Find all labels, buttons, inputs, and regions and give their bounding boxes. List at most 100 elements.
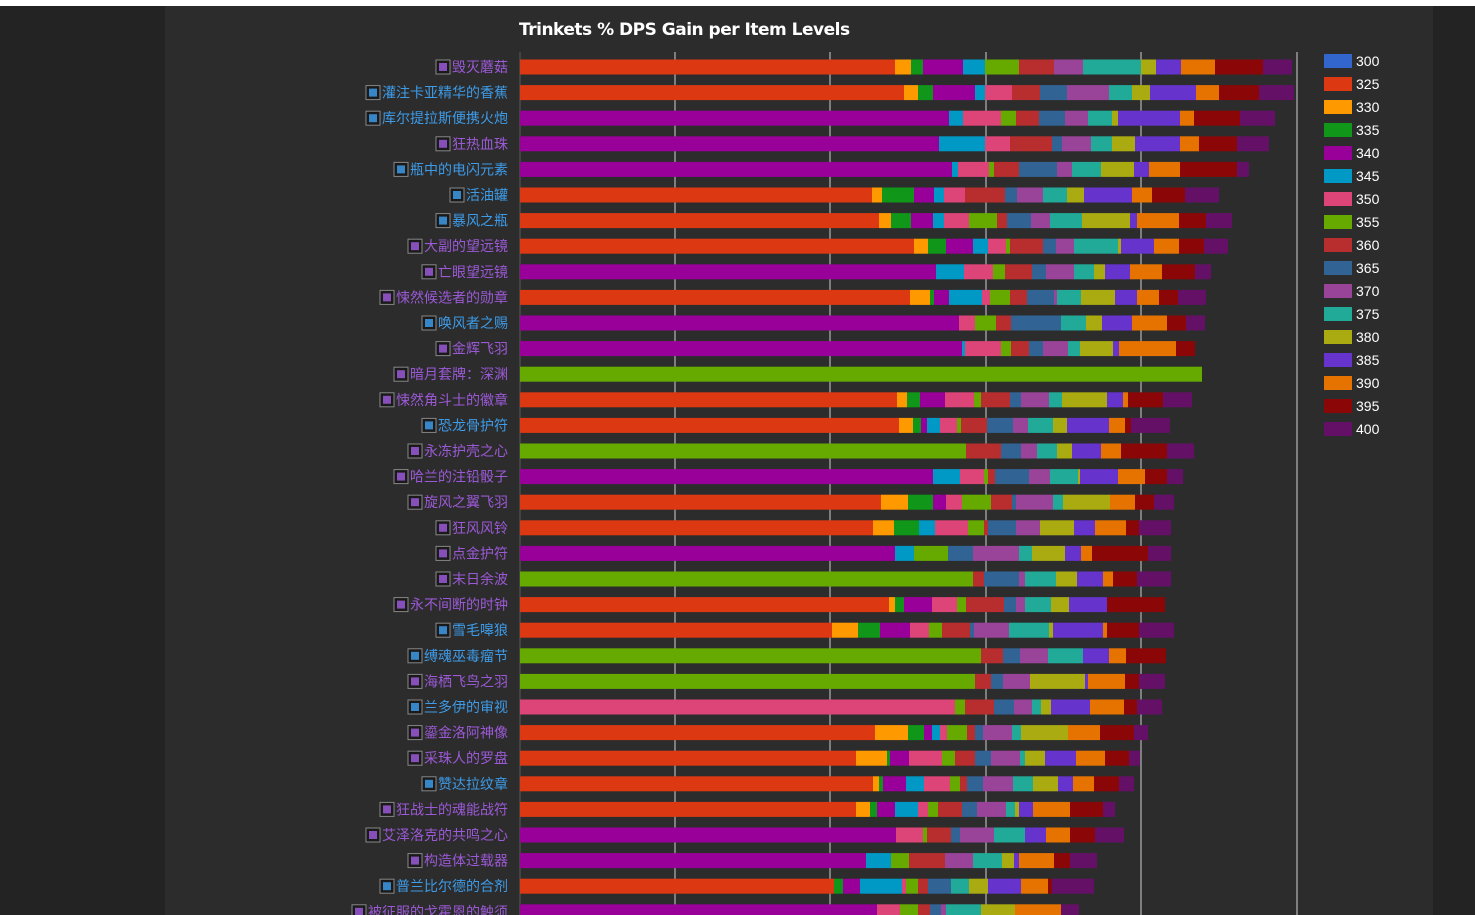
bar-segment-390 bbox=[1081, 545, 1092, 561]
bar-segment-350 bbox=[924, 776, 950, 792]
bar-segment-395 bbox=[1126, 648, 1166, 664]
category-label[interactable]: 毁灭蘑菇 bbox=[452, 60, 508, 76]
bar-segment-390 bbox=[1132, 187, 1152, 203]
bar-segment-395 bbox=[1176, 341, 1195, 357]
bar-325 bbox=[520, 750, 856, 766]
bar-segment-375 bbox=[1028, 417, 1053, 433]
category-label[interactable]: 悚然候选者的勋章 bbox=[396, 289, 508, 306]
category-label[interactable]: 永不间断的时钟 bbox=[410, 597, 508, 614]
trinket-icon bbox=[435, 622, 451, 638]
bar-segment-355 bbox=[955, 699, 965, 715]
category-label[interactable]: 缚魂巫毒瘤节 bbox=[424, 648, 508, 665]
category-label[interactable]: 瓶中的电闪元素 bbox=[410, 162, 508, 178]
bar-segment-395 bbox=[1215, 59, 1263, 75]
bar-segment-400 bbox=[1134, 725, 1148, 741]
category-label[interactable]: 艾泽洛克的共鸣之心 bbox=[382, 827, 508, 844]
bar-segment-390 bbox=[1181, 59, 1215, 75]
bar-segment-330 bbox=[856, 750, 887, 766]
bar-325 bbox=[520, 187, 872, 203]
bar-segment-365 bbox=[1019, 161, 1057, 177]
trinket-icon bbox=[393, 469, 409, 485]
bar-segment-400 bbox=[1167, 443, 1194, 459]
bar-segment-365 bbox=[1029, 341, 1043, 357]
bar-segment-370 bbox=[991, 750, 1020, 766]
legend-swatch-385 bbox=[1324, 353, 1352, 367]
category-label[interactable]: 旋风之翼飞羽 bbox=[424, 495, 508, 511]
bar-segment-345 bbox=[932, 725, 940, 741]
category-label[interactable]: 狂战士的魂能战符 bbox=[396, 802, 508, 818]
legend-swatch-345 bbox=[1324, 169, 1352, 183]
bar-segment-395 bbox=[1126, 520, 1139, 536]
category-label[interactable]: 唤风者之赐 bbox=[438, 315, 508, 332]
category-label[interactable]: 亡眼望远镜 bbox=[438, 265, 508, 281]
bar-segment-370 bbox=[1062, 136, 1091, 152]
bar-segment-350 bbox=[940, 417, 957, 433]
category-label[interactable]: 采珠人的罗盘 bbox=[424, 750, 508, 767]
category-label[interactable]: 灌注卡亚精华的香蕉 bbox=[382, 86, 508, 102]
bar-segment-370 bbox=[1029, 469, 1050, 485]
bar-segment-365 bbox=[975, 750, 991, 766]
category-label[interactable]: 库尔提拉斯便携火炮 bbox=[382, 111, 508, 127]
bar-325 bbox=[520, 878, 834, 894]
category-label[interactable]: 大副的望远镜 bbox=[424, 239, 508, 255]
category-label[interactable]: 兰多伊的审视 bbox=[424, 699, 508, 716]
category-label[interactable]: 被征服的戈霍恩的触须 bbox=[368, 905, 508, 915]
category-label[interactable]: 狂热血珠 bbox=[452, 137, 508, 153]
bar-segment-380 bbox=[1067, 187, 1084, 203]
category-label[interactable]: 暗月套牌：深渊 bbox=[410, 366, 508, 383]
bar-segment-350 bbox=[965, 341, 1001, 357]
bar-segment-395 bbox=[1100, 725, 1134, 741]
bar-segment-350 bbox=[944, 187, 965, 203]
bar-segment-345 bbox=[952, 161, 958, 177]
bar-segment-365 bbox=[1011, 315, 1061, 331]
category-label[interactable]: 暴风之瓶 bbox=[452, 214, 508, 230]
category-label[interactable]: 普兰比尔德的合剂 bbox=[396, 879, 508, 895]
bar-segment-375 bbox=[1019, 545, 1032, 561]
bar-segment-385 bbox=[1150, 85, 1196, 101]
trinket-icon bbox=[365, 85, 381, 101]
bar-segment-350 bbox=[985, 85, 1012, 101]
bar-segment-385 bbox=[1102, 315, 1132, 331]
bar-segment-350 bbox=[935, 520, 968, 536]
category-label[interactable]: 雪毛嗥狼 bbox=[452, 623, 508, 639]
bar-segment-335 bbox=[913, 417, 921, 433]
bar-segment-375 bbox=[1049, 392, 1062, 408]
bar-segment-370 bbox=[983, 725, 1012, 741]
bar-segment-360 bbox=[1010, 289, 1027, 305]
category-label[interactable]: 恐龙骨护符 bbox=[438, 418, 508, 434]
category-label[interactable]: 活油罐 bbox=[466, 188, 508, 204]
bar-340 bbox=[520, 341, 962, 357]
bar-segment-345 bbox=[906, 776, 924, 792]
legend-swatch-335 bbox=[1324, 123, 1352, 137]
category-label[interactable]: 金辉飞羽 bbox=[452, 342, 508, 358]
bar-segment-395 bbox=[1113, 571, 1137, 587]
category-label[interactable]: 赞达拉纹章 bbox=[438, 776, 508, 793]
bar-segment-380 bbox=[1030, 673, 1085, 689]
bar-segment-375 bbox=[1025, 597, 1051, 613]
bar-segment-365 bbox=[967, 776, 983, 792]
bar-segment-395 bbox=[1125, 417, 1131, 433]
bar-segment-385 bbox=[1135, 136, 1180, 152]
bar-segment-365 bbox=[1003, 648, 1020, 664]
bar-segment-400 bbox=[1185, 187, 1219, 203]
bar-segment-380 bbox=[1057, 443, 1072, 459]
legend-swatch-370 bbox=[1324, 284, 1352, 298]
bar-segment-355 bbox=[989, 161, 994, 177]
bar-segment-380 bbox=[1063, 494, 1110, 510]
category-label[interactable]: 末日余波 bbox=[452, 571, 508, 588]
category-label[interactable]: 悚然角斗士的徽章 bbox=[396, 392, 508, 409]
legend-swatch-375 bbox=[1324, 307, 1352, 321]
category-label[interactable]: 狂风风铃 bbox=[452, 521, 508, 537]
bar-350 bbox=[520, 699, 955, 715]
category-label[interactable]: 鎏金洛阿神像 bbox=[424, 725, 508, 742]
category-label[interactable]: 构造体过载器 bbox=[424, 854, 508, 870]
category-label[interactable]: 点金护符 bbox=[452, 546, 508, 562]
category-label[interactable]: 永冻护壳之心 bbox=[424, 443, 508, 460]
category-label[interactable]: 海栖飞鸟之羽 bbox=[424, 674, 508, 690]
legend-label-375: 375 bbox=[1356, 306, 1380, 322]
bar-segment-350 bbox=[963, 110, 1001, 126]
bar-segment-365 bbox=[1052, 136, 1062, 152]
trinket-icon bbox=[435, 520, 451, 536]
category-label[interactable]: 哈兰的注铅骰子 bbox=[410, 470, 508, 486]
bar-segment-375 bbox=[1006, 801, 1015, 817]
